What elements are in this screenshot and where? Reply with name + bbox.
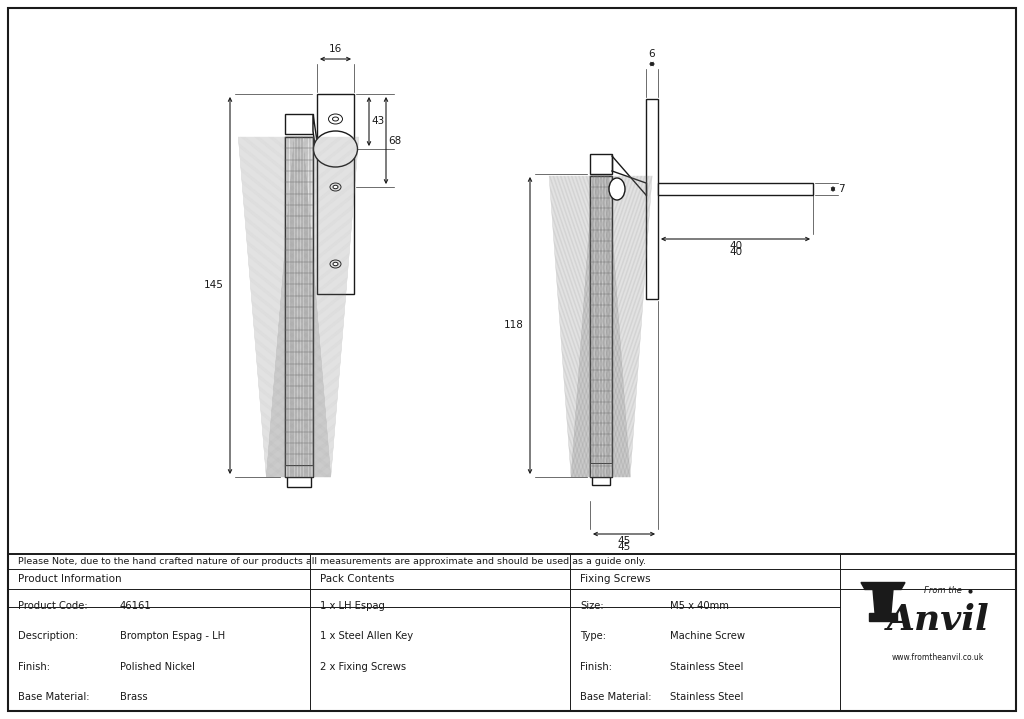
Text: Pack Contents: Pack Contents bbox=[319, 574, 394, 584]
Text: Stainless Steel: Stainless Steel bbox=[670, 661, 743, 672]
Text: 16: 16 bbox=[329, 44, 342, 54]
Bar bbox=[646, 99, 658, 299]
Bar bbox=[317, 94, 354, 294]
Bar bbox=[590, 154, 612, 174]
Text: 2 x Fixing Screws: 2 x Fixing Screws bbox=[319, 661, 407, 672]
Ellipse shape bbox=[330, 183, 341, 191]
Text: Finish:: Finish: bbox=[580, 661, 612, 672]
Text: Type:: Type: bbox=[580, 631, 606, 641]
Text: Finish:: Finish: bbox=[18, 661, 50, 672]
Text: M5 x 40mm: M5 x 40mm bbox=[670, 601, 729, 610]
Ellipse shape bbox=[333, 262, 338, 266]
Text: 1 x LH Espag: 1 x LH Espag bbox=[319, 601, 385, 610]
Text: 145: 145 bbox=[204, 280, 224, 290]
Ellipse shape bbox=[329, 114, 342, 124]
Text: www.fromtheanvil.co.uk: www.fromtheanvil.co.uk bbox=[892, 653, 984, 662]
Text: 40: 40 bbox=[729, 247, 742, 257]
Text: 68: 68 bbox=[388, 135, 401, 145]
Text: 1 x Steel Allen Key: 1 x Steel Allen Key bbox=[319, 631, 413, 641]
Text: 6: 6 bbox=[648, 49, 655, 59]
Text: Base Material:: Base Material: bbox=[580, 692, 651, 702]
Polygon shape bbox=[313, 114, 317, 159]
Ellipse shape bbox=[313, 131, 357, 167]
Bar bbox=[285, 114, 313, 134]
Text: 7: 7 bbox=[838, 184, 845, 194]
Polygon shape bbox=[873, 590, 893, 613]
Text: Please Note, due to the hand crafted nature of our products all measurements are: Please Note, due to the hand crafted nat… bbox=[18, 557, 646, 566]
Ellipse shape bbox=[333, 117, 339, 121]
Ellipse shape bbox=[609, 178, 625, 200]
Text: 45: 45 bbox=[617, 536, 631, 546]
Text: Polished Nickel: Polished Nickel bbox=[120, 661, 195, 672]
Bar bbox=[285, 137, 313, 477]
Bar bbox=[590, 463, 612, 477]
Text: Product Information: Product Information bbox=[18, 574, 122, 584]
Text: Brass: Brass bbox=[120, 692, 147, 702]
Text: From the: From the bbox=[924, 586, 962, 595]
Ellipse shape bbox=[333, 186, 338, 189]
Bar bbox=[658, 183, 813, 195]
Text: Stainless Steel: Stainless Steel bbox=[670, 692, 743, 702]
Text: Brompton Espag - LH: Brompton Espag - LH bbox=[120, 631, 225, 641]
Text: Fixing Screws: Fixing Screws bbox=[580, 574, 650, 584]
Ellipse shape bbox=[330, 260, 341, 268]
Bar bbox=[592, 477, 610, 485]
Text: Product Code:: Product Code: bbox=[18, 601, 88, 610]
Bar bbox=[285, 465, 313, 477]
Bar bbox=[590, 176, 612, 477]
Text: Machine Screw: Machine Screw bbox=[670, 631, 745, 641]
Text: 46161: 46161 bbox=[120, 601, 152, 610]
Text: 40: 40 bbox=[729, 241, 742, 251]
Text: 45: 45 bbox=[617, 542, 631, 552]
Text: Anvil: Anvil bbox=[887, 603, 989, 638]
Bar bbox=[287, 477, 311, 487]
Polygon shape bbox=[869, 613, 897, 620]
Text: Description:: Description: bbox=[18, 631, 78, 641]
Polygon shape bbox=[861, 582, 905, 590]
Text: 43: 43 bbox=[371, 116, 384, 127]
Text: Size:: Size: bbox=[580, 601, 603, 610]
Text: 118: 118 bbox=[504, 321, 524, 331]
Text: Base Material:: Base Material: bbox=[18, 692, 89, 702]
